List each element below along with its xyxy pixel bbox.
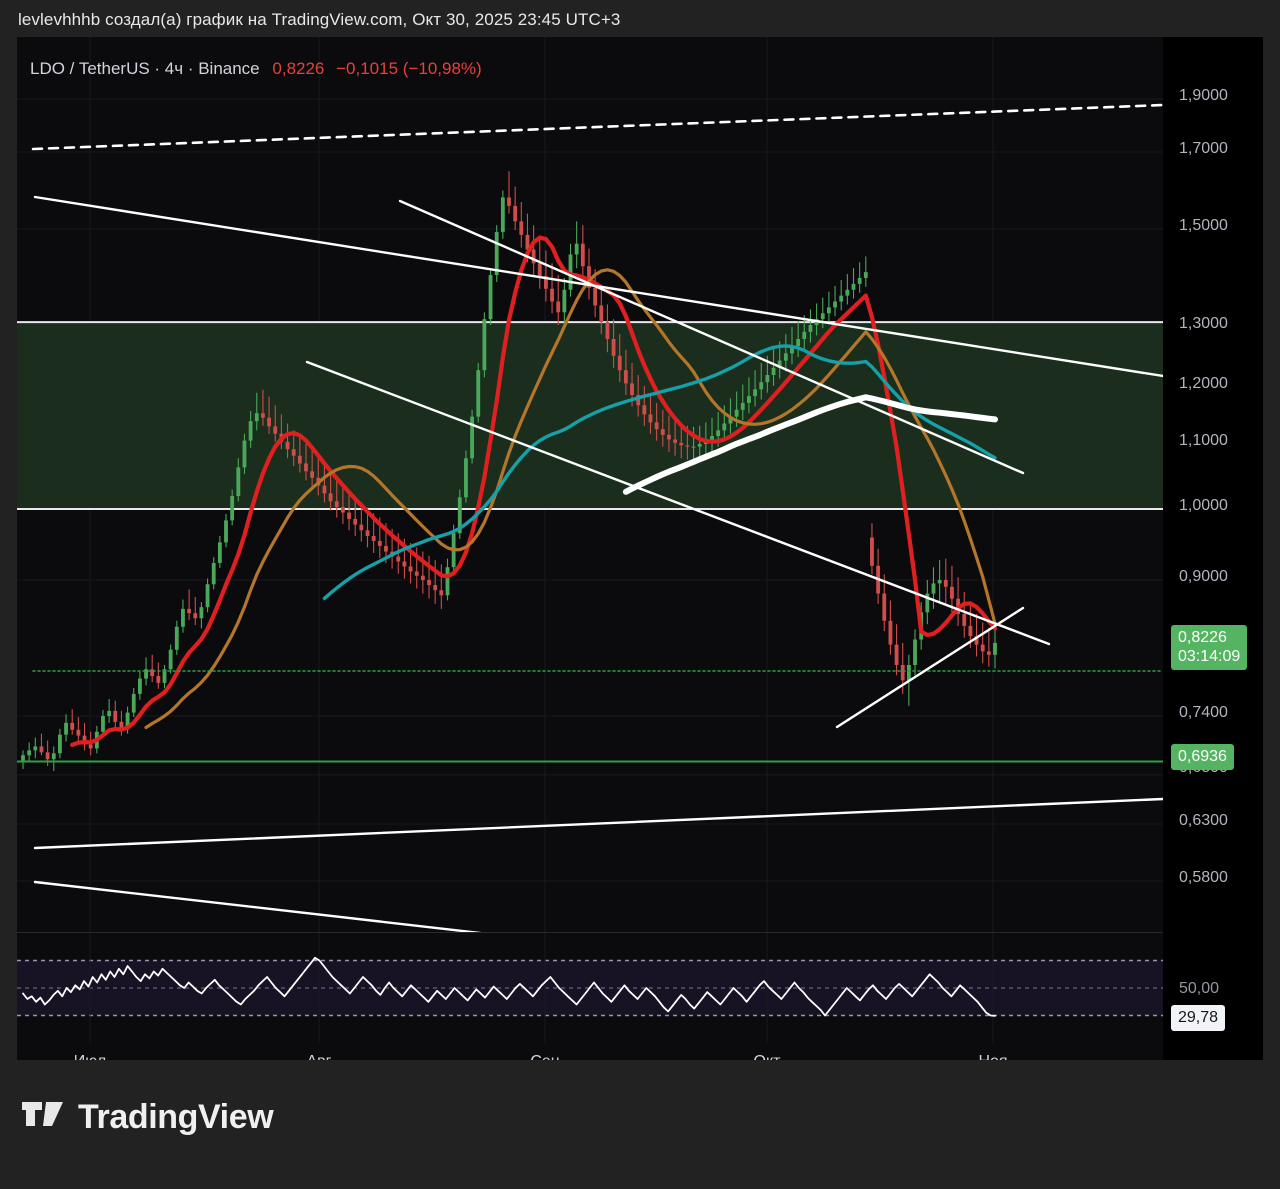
current-price-badge[interactable]: 0,8226 03:14:09 xyxy=(1171,625,1248,670)
tradingview-logo[interactable]: TradingView xyxy=(22,1098,274,1137)
time-tick: Сен xyxy=(530,1053,559,1060)
price-tick: 1,0000 xyxy=(1179,497,1228,514)
pane-separator xyxy=(17,932,1163,933)
tradingview-mark-icon xyxy=(22,1101,63,1126)
price-tick: 0,6300 xyxy=(1179,812,1228,829)
price-chart-svg xyxy=(17,37,1163,932)
price-tick: 1,1000 xyxy=(1179,432,1228,449)
price-tick: 1,7000 xyxy=(1179,140,1228,157)
current-price-value: 0,8226 xyxy=(1178,629,1227,646)
rsi-value-badge[interactable]: 29,78 xyxy=(1171,1005,1226,1031)
chart-legend: LDO / TetherUS · 4ч · Binance 0,8226 −0,… xyxy=(30,59,482,79)
rsi-pane[interactable] xyxy=(17,933,1163,1043)
rsi-midline-label: 50,00 xyxy=(1179,980,1220,997)
bar-countdown: 03:14:09 xyxy=(1178,648,1241,665)
time-tick: Авг xyxy=(306,1053,331,1060)
rsi-chart-svg xyxy=(17,933,1163,1043)
price-tick: 0,5800 xyxy=(1179,869,1228,886)
price-tick: 0,7400 xyxy=(1179,704,1228,721)
attribution-text: levlevhhhb создал(а) график на TradingVi… xyxy=(18,10,621,29)
legend-last-price: 0,8226 xyxy=(272,59,325,78)
price-scale[interactable]: 1,9000 1,7000 1,5000 1,3000 1,2000 1,100… xyxy=(1163,37,1263,1060)
time-scale[interactable] xyxy=(17,1043,1163,1060)
price-tick: 1,9000 xyxy=(1179,87,1228,104)
time-tick: Июл xyxy=(74,1053,106,1060)
level-price-badge[interactable]: 0,6936 xyxy=(1171,744,1234,770)
price-tick: 1,2000 xyxy=(1179,375,1228,392)
price-tick: 0,9000 xyxy=(1179,568,1228,585)
tradingview-wordmark: TradingView xyxy=(78,1098,274,1136)
time-tick: Окт xyxy=(754,1053,781,1060)
legend-change: −0,1015 (−10,98%) xyxy=(336,59,482,78)
legend-symbol[interactable]: LDO / TetherUS · 4ч · Binance xyxy=(30,59,260,78)
footer-bar xyxy=(0,1060,1280,1189)
price-tick: 1,3000 xyxy=(1179,315,1228,332)
time-tick: Ноя xyxy=(978,1053,1007,1060)
price-pane[interactable] xyxy=(17,37,1163,932)
chart-frame: LDO / TetherUS · 4ч · Binance 0,8226 −0,… xyxy=(17,37,1263,1060)
price-tick: 1,5000 xyxy=(1179,217,1228,234)
